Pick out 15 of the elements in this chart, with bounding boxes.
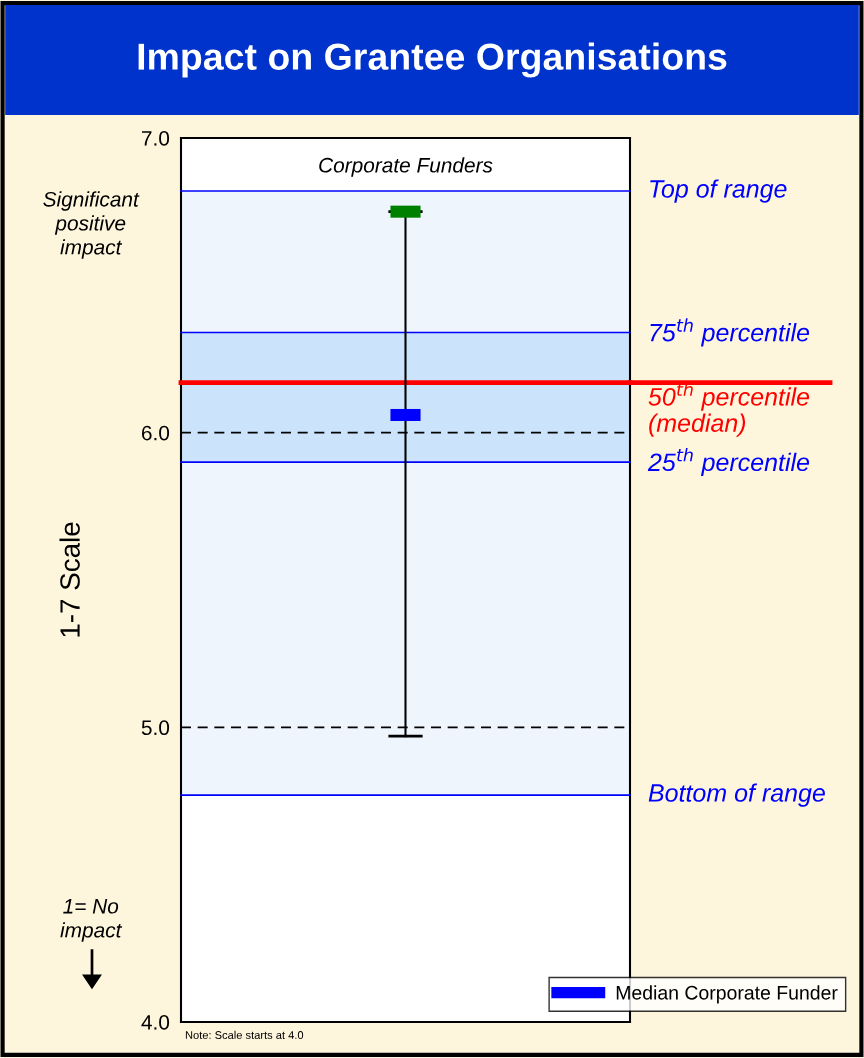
y-tick-label: 6.0 [141, 425, 170, 441]
ref-line-label: 75$^{th}$ percentile [650, 318, 810, 347]
annotation: Corporate Funders [319, 157, 493, 177]
y-tick-label: 4.0 [141, 1015, 170, 1030]
ref-line-label: 25$^{th}$ percentile [647, 448, 810, 477]
ref-line-label: Bottom of range [648, 783, 825, 807]
y-tick-label: 7.0 [142, 131, 170, 146]
legend-label: Median Corporate Funder [616, 985, 838, 1004]
text: Significant positive impact [43, 191, 140, 259]
chart-title: Impact on Grantee Organisations [138, 42, 727, 78]
text: Note: Scale starts at 4.0 [185, 1030, 304, 1039]
text: 1= No impact [60, 899, 123, 942]
y-tick-label: 5.0 [141, 720, 170, 736]
ref-line-label: Top of range [650, 179, 787, 203]
y-axis-title: 1-7 Scale [59, 522, 80, 637]
